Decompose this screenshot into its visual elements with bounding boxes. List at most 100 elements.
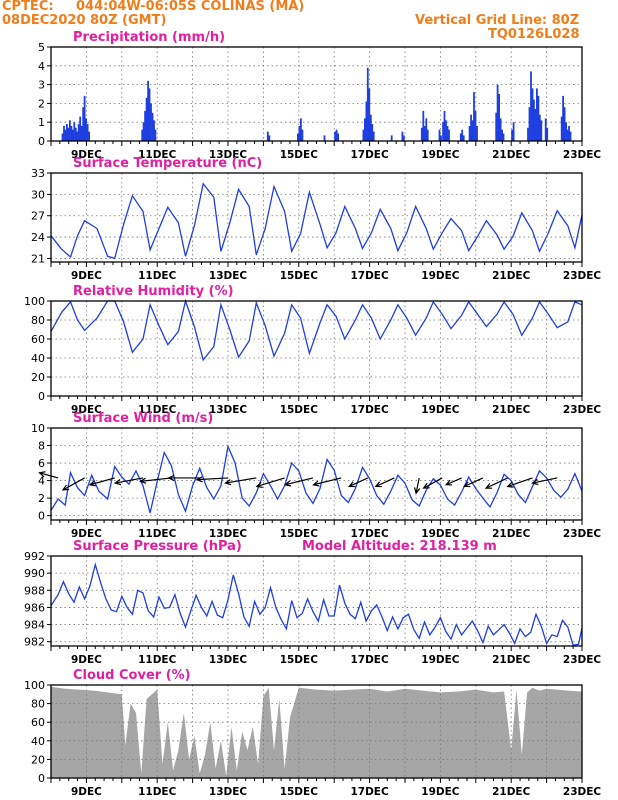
y-tick-label: 986 <box>24 601 45 614</box>
x-tick-label: 17DEC <box>350 528 389 540</box>
y-tick-label: 40 <box>31 735 45 748</box>
panel-press: 982 984 986 988 990 992 9DEC 11DEC 13DEC 15DEC 17D… <box>24 539 601 666</box>
y-tick-label: 60 <box>31 333 45 346</box>
panel-frame <box>50 172 583 263</box>
precip-bar <box>77 124 80 141</box>
wind-arrow <box>39 472 59 479</box>
precip-bar <box>468 126 471 141</box>
wind-arrow-head <box>444 479 453 486</box>
panel-frame <box>50 46 583 142</box>
y-tick-label: 982 <box>24 636 45 649</box>
x-tick-label: 11DEC <box>138 786 177 798</box>
panel-cloud: 0 20 40 60 80 100 9DEC 11DEC 13DEC 15DEC 17DEC 19DE… <box>24 668 601 798</box>
y-tick-label: 27 <box>31 210 45 223</box>
x-tick-label: 9DEC <box>71 654 102 666</box>
wind-arrow <box>423 477 443 489</box>
x-tick-label: 19DEC <box>421 786 460 798</box>
wind-arrow <box>415 477 420 494</box>
x-tick-label: 17DEC <box>350 149 389 161</box>
precip-bar <box>83 95 86 141</box>
y-tick-label: 4 <box>38 475 45 488</box>
precip-bar <box>426 129 429 141</box>
precip-bar <box>440 135 442 141</box>
precip-bar <box>147 80 149 141</box>
y-tick-label: 5 <box>38 41 45 54</box>
x-tick-label: 17DEC <box>350 404 389 416</box>
precip-bar <box>527 127 529 141</box>
y-tick-label: 21 <box>31 252 45 265</box>
precip-bar <box>462 135 465 141</box>
x-tick-label: 15DEC <box>280 270 319 282</box>
precip-bar <box>461 129 464 141</box>
precip-bar <box>528 107 531 141</box>
wind-arrow-head <box>413 487 421 495</box>
x-tick-label: 21DEC <box>492 270 531 282</box>
y-tick-label: 988 <box>24 584 45 597</box>
x-tick-label: 15DEC <box>280 786 319 798</box>
wind-arrow <box>485 477 508 489</box>
y-tick-label: 10 <box>31 422 45 435</box>
y-tick-label: 3 <box>38 79 45 92</box>
y-tick-label: 30 <box>31 188 45 201</box>
precip-bar <box>301 129 304 141</box>
panel-title: Relative Humidity (%) <box>73 284 234 299</box>
precip-bar <box>148 88 151 141</box>
wind-arrow-head <box>531 478 539 486</box>
precip-bar <box>446 126 449 141</box>
precip-bar <box>150 103 152 141</box>
precip-bar <box>88 131 90 141</box>
precip-bar <box>538 114 541 141</box>
panel-title: Surface Wind (m/s) <box>73 411 213 426</box>
y-tick-label: 20 <box>31 371 45 384</box>
precip-bar <box>498 94 500 141</box>
precip-bar <box>69 120 71 141</box>
precip-bar <box>66 124 68 141</box>
x-tick-label: 13DEC <box>209 404 248 416</box>
y-tick-label: 8 <box>38 440 45 453</box>
precip-bar <box>371 124 374 141</box>
x-tick-label: 9DEC <box>71 270 102 282</box>
x-tick-label: 9DEC <box>71 786 102 798</box>
wind-arrow <box>313 477 342 486</box>
precip-bar <box>569 131 572 141</box>
wind-arrow-head <box>283 480 292 487</box>
x-tick-label: 21DEC <box>492 528 531 540</box>
x-tick-label: 9DEC <box>71 404 102 416</box>
wind-arrow-head <box>224 479 232 486</box>
precip-bar <box>533 99 535 141</box>
precip-bar <box>565 122 567 141</box>
precip-bar <box>144 110 146 141</box>
x-tick-label: 23DEC <box>563 149 602 161</box>
y-tick-label: 2 <box>38 97 45 110</box>
precip-bar <box>534 109 537 141</box>
precip-bar <box>474 110 477 141</box>
precip-bar <box>401 131 404 141</box>
header-source: CPTEC: <box>2 0 54 14</box>
wind-arrow-head <box>484 483 493 489</box>
precip-bar <box>495 112 498 141</box>
wind-arrow-head <box>506 481 514 488</box>
precip-bar <box>153 120 155 141</box>
wind-arrow-head <box>113 479 122 486</box>
x-tick-label: 21DEC <box>492 654 531 666</box>
x-tick-label: 15DEC <box>280 654 319 666</box>
precip-bar <box>568 126 570 141</box>
wind-arrow <box>197 477 229 481</box>
x-tick-label: 23DEC <box>563 404 602 416</box>
wind-arrow <box>445 477 462 486</box>
y-tick-label: 0 <box>38 390 45 403</box>
wind-arrow-head <box>167 474 175 482</box>
precip-bar <box>141 129 144 141</box>
y-tick-label: 20 <box>31 753 45 766</box>
precip-bar <box>73 122 76 141</box>
precip-bar <box>366 67 369 141</box>
y-tick-label: 100 <box>24 295 45 308</box>
y-tick-label: 100 <box>24 679 45 692</box>
x-tick-label: 15DEC <box>280 149 319 161</box>
rh-line <box>50 298 583 362</box>
wind-arrow-head <box>255 481 263 488</box>
precip-bar <box>537 95 540 141</box>
x-tick-label: 13DEC <box>209 528 248 540</box>
precip-bar <box>445 120 447 141</box>
